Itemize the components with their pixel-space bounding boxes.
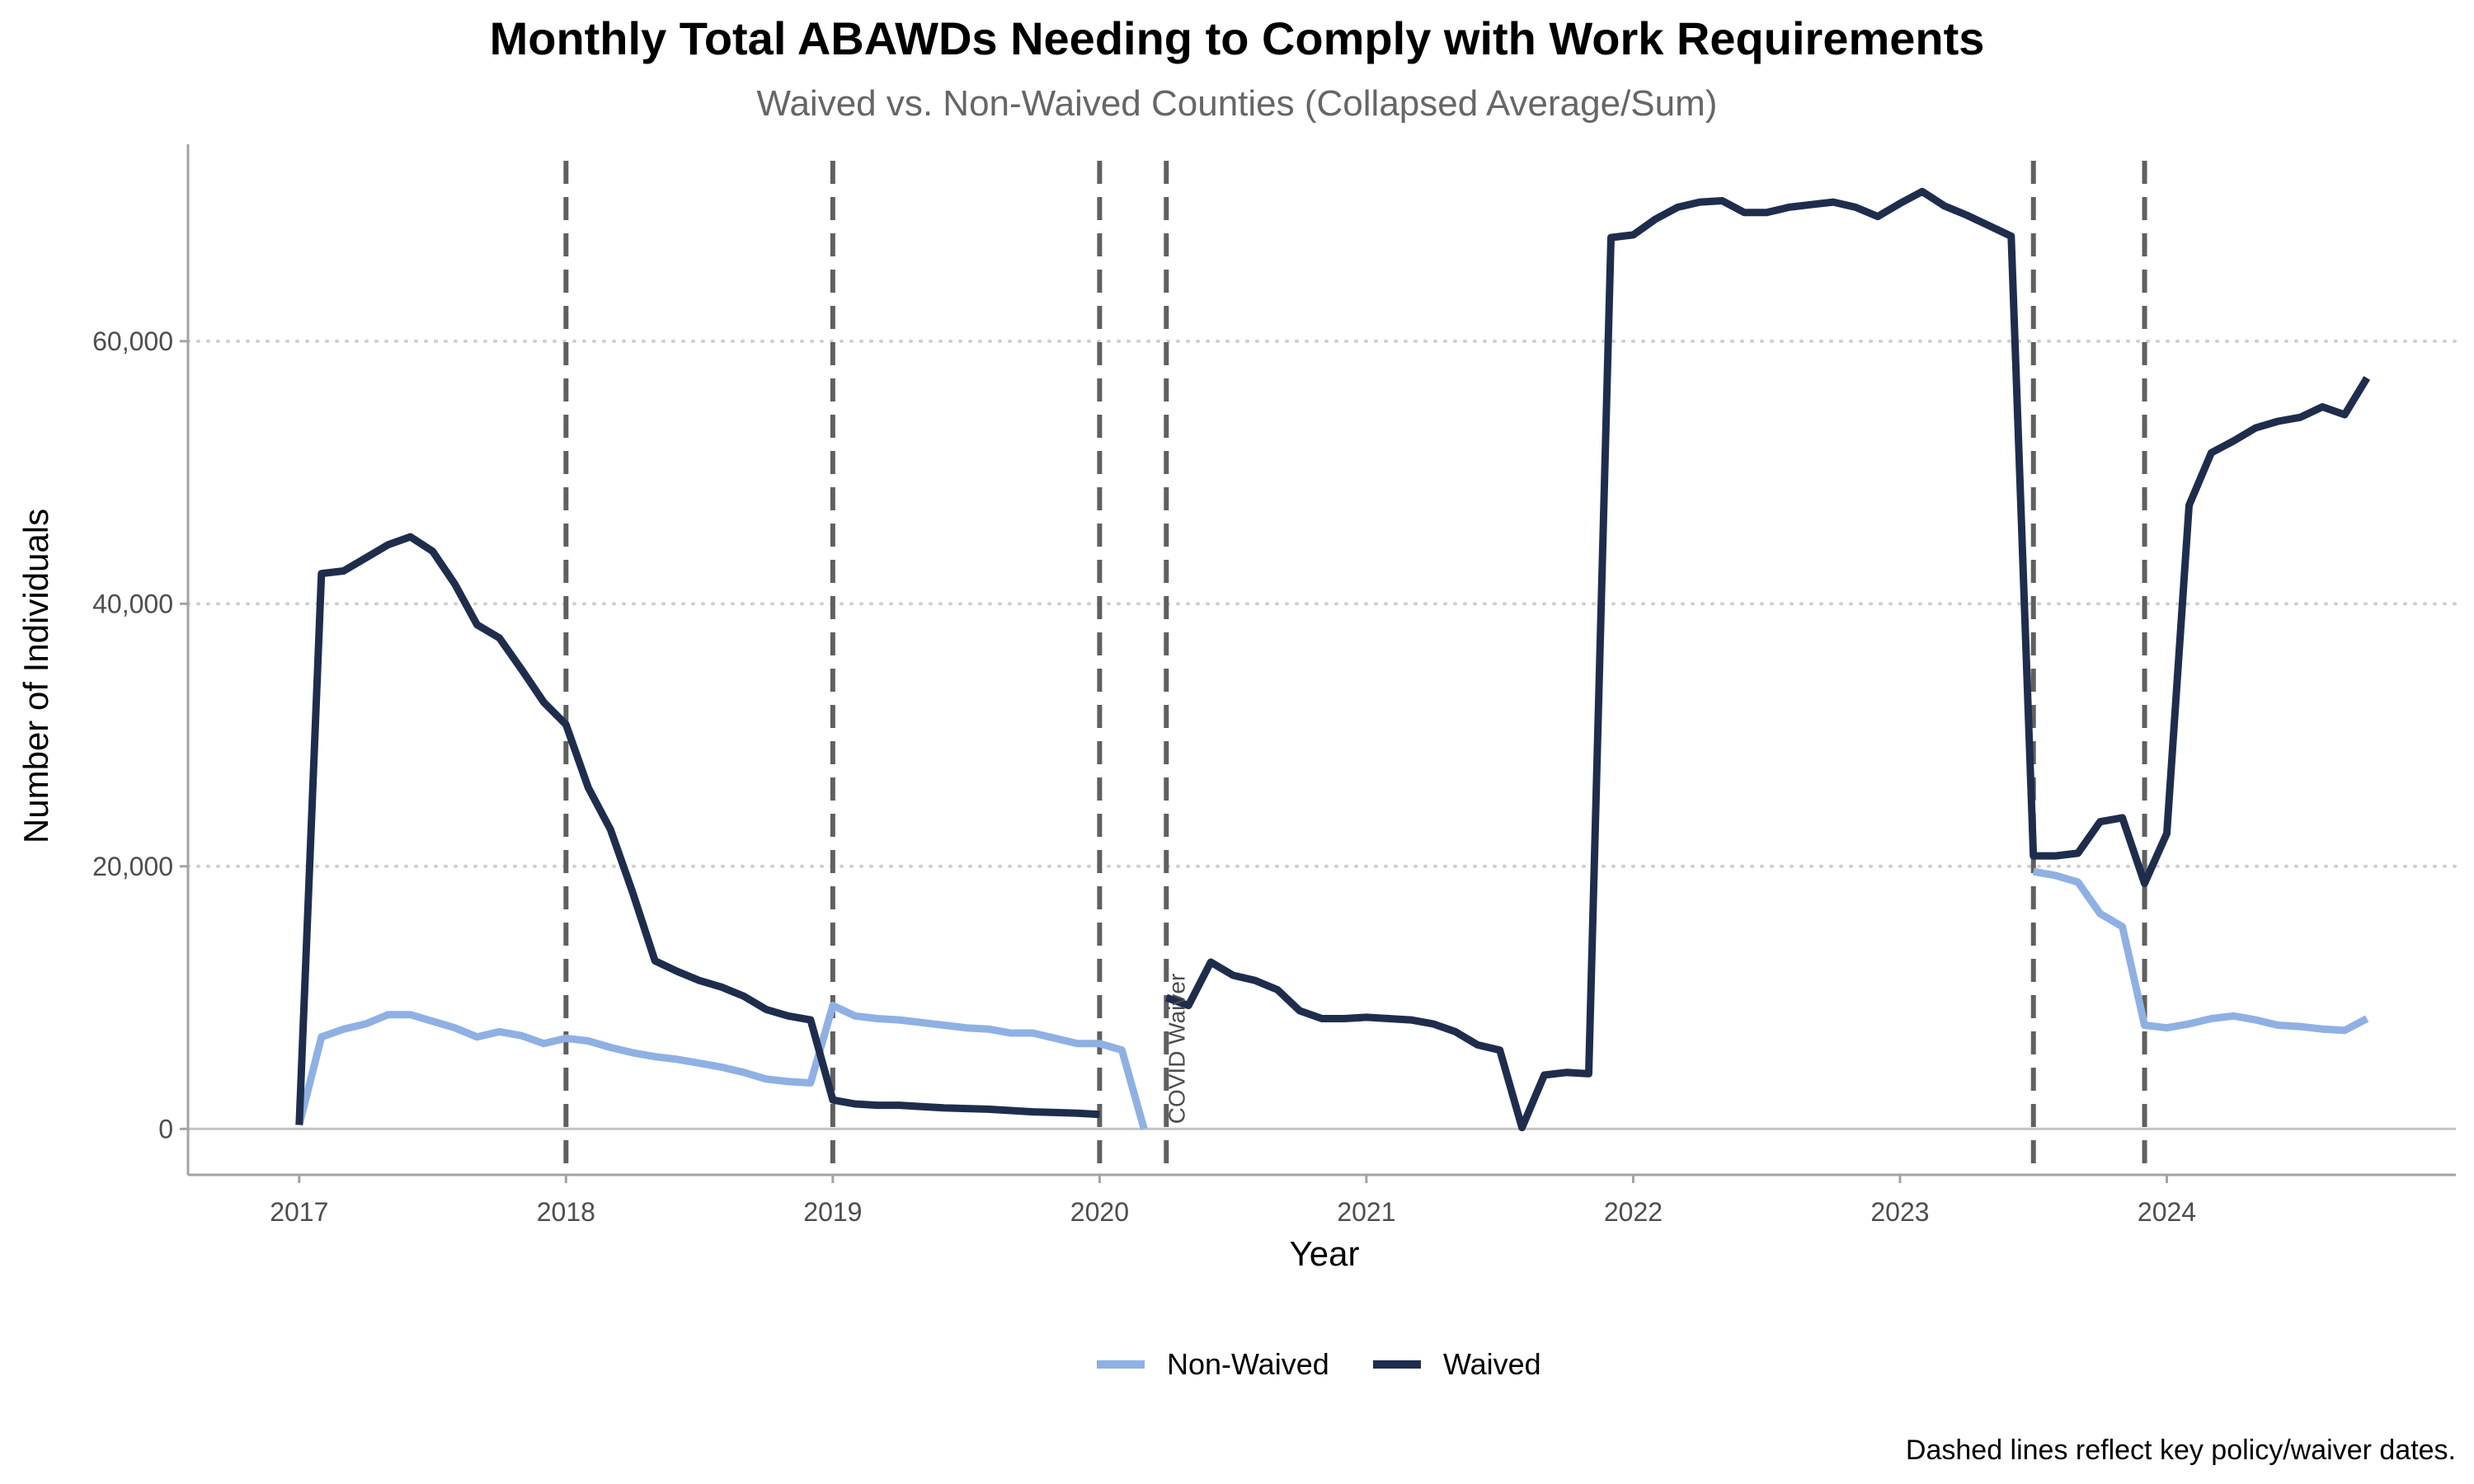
- x-tick-label-2024: 2024: [2138, 1197, 2196, 1227]
- series-lines: [295, 187, 2371, 1132]
- x-tick-label-2019: 2019: [803, 1197, 862, 1227]
- x-tick-label-2023: 2023: [1870, 1197, 1929, 1227]
- x-tick-label-2020: 2020: [1070, 1197, 1129, 1227]
- annotations: COVID Waiver: [1164, 974, 1189, 1125]
- x-tick-label-2021: 2021: [1337, 1197, 1395, 1227]
- x-tick-label-2017: 2017: [270, 1197, 328, 1227]
- grid-lines: [186, 339, 2458, 868]
- legend-label-non-waived: Non-Waived: [1167, 1347, 1329, 1381]
- legend: Non-Waived Waived: [1097, 1347, 1541, 1381]
- chart-title: Monthly Total ABAWDs Needing to Comply w…: [490, 12, 1985, 64]
- annotation-label-0: COVID Waiver: [1164, 974, 1189, 1125]
- y-axis-title: Number of Individuals: [16, 509, 55, 843]
- x-tick-label-2018: 2018: [537, 1197, 595, 1227]
- chart-caption: Dashed lines reflect key policy/waiver d…: [1906, 1435, 2456, 1466]
- y-tick-label-2: 40,000: [92, 589, 173, 618]
- y-tick-label-3: 60,000: [92, 326, 173, 356]
- chart-subtitle: Waived vs. Non-Waived Counties (Collapse…: [757, 83, 1718, 124]
- x-tick-labels: 2017 2018 2019 2020 2021 2022 2023 2024: [270, 1175, 2196, 1227]
- x-axis-title: Year: [1290, 1234, 1360, 1273]
- y-tick-label-0: 0: [158, 1114, 173, 1144]
- x-tick-label-2022: 2022: [1604, 1197, 1663, 1227]
- series-line-non-waived-0: [295, 1002, 1148, 1130]
- series-line-waived-0: [295, 533, 1100, 1125]
- policy-date-lines: [563, 161, 2147, 1175]
- series-line-non-waived-1: [2032, 867, 2369, 1035]
- y-tick-labels: 0 20,000 40,000 60,000: [92, 326, 188, 1144]
- series-line-waived-1: [1164, 187, 2371, 1132]
- y-tick-label-1: 20,000: [92, 852, 173, 881]
- legend-label-waived: Waived: [1443, 1347, 1541, 1381]
